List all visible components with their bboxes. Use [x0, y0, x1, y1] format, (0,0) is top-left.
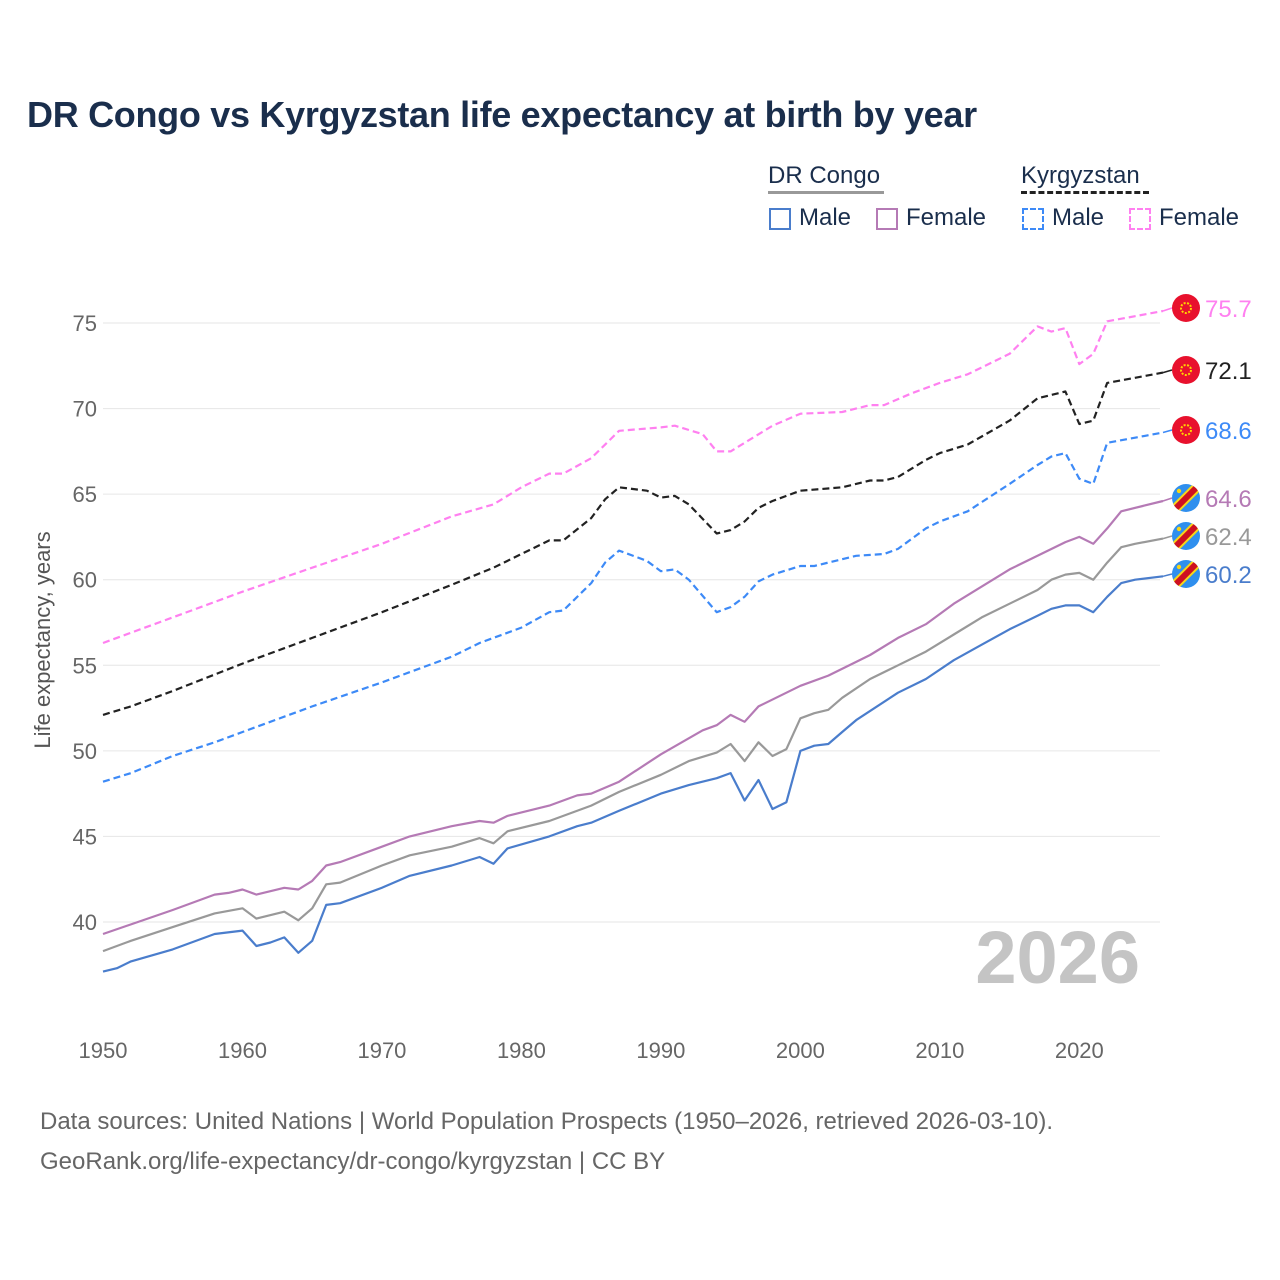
kyrgyzstan-flag-icon [1172, 356, 1200, 384]
end-value-label: 62.4 [1205, 524, 1252, 551]
dr-congo-flag-icon [1172, 522, 1200, 550]
legend-swatch-drc-male [769, 208, 791, 230]
x-tick-label: 2010 [915, 1038, 964, 1063]
end-connector [1162, 307, 1173, 312]
series-line-kyrgyzstan-male [102, 431, 1164, 783]
series-line-dr-congo [102, 537, 1164, 953]
legend-swatch-kgz-male [1022, 208, 1044, 230]
flag-sun [1180, 364, 1192, 376]
y-tick-label: 65 [73, 482, 97, 507]
x-tick-label: 2000 [776, 1038, 825, 1063]
flag-sun [1180, 302, 1192, 314]
flag-background [1172, 356, 1200, 384]
series-line-kyrgyzstan [102, 371, 1164, 716]
legend-kyrgyzstan-line [1021, 191, 1149, 194]
series-line-kyrgyzstan-female [102, 309, 1164, 645]
flag-star [1176, 488, 1182, 494]
y-tick-label: 60 [73, 568, 97, 593]
flag-star [1176, 526, 1182, 532]
chart-title: DR Congo vs Kyrgyzstan life expectancy a… [27, 94, 977, 135]
end-value-label: 64.6 [1205, 486, 1252, 513]
flag-body [1172, 560, 1200, 588]
x-tick-label: 1960 [218, 1038, 267, 1063]
end-value-label: 75.7 [1205, 296, 1252, 323]
year-watermark: 2026 [975, 916, 1140, 999]
end-connector [1162, 573, 1173, 578]
y-tick-label: 70 [73, 397, 97, 422]
series-line-dr-congo-male [102, 575, 1164, 973]
y-tick-label: 75 [73, 311, 97, 336]
legend-label-kgz-male: Male [1052, 204, 1105, 231]
end-value-label: 72.1 [1205, 358, 1252, 385]
x-tick-label: 2020 [1055, 1038, 1104, 1063]
legend-label-kgz-female: Female [1159, 204, 1240, 231]
end-connector [1162, 497, 1173, 502]
flag-background [1172, 416, 1200, 444]
end-value-label: 60.2 [1205, 562, 1252, 589]
source-line-1: Data sources: United Nations | World Pop… [40, 1108, 1054, 1135]
dr-congo-flag-icon [1172, 484, 1200, 512]
y-tick-label: 40 [73, 910, 97, 935]
x-tick-label: 1950 [79, 1038, 128, 1063]
legend-group-dr-congo: DR Congo [768, 162, 881, 189]
end-connector [1162, 535, 1173, 540]
legend-dr-congo-line [768, 191, 884, 194]
y-axis-label: Life expectancy, years [30, 531, 55, 748]
legend-group-kyrgyzstan: Kyrgyzstan [1021, 162, 1140, 189]
legend-swatch-kgz-female [1129, 208, 1151, 230]
y-tick-label: 45 [73, 824, 97, 849]
kyrgyzstan-flag-icon [1172, 416, 1200, 444]
source-line-2: GeoRank.org/life-expectancy/dr-congo/kyr… [40, 1148, 666, 1175]
x-tick-label: 1970 [357, 1038, 406, 1063]
legend-label-drc-male: Male [799, 204, 852, 231]
flag-body [1172, 484, 1200, 512]
y-tick-label: 55 [73, 653, 97, 678]
y-tick-label: 50 [73, 739, 97, 764]
legend-label-drc-female: Female [906, 204, 987, 231]
series-line-dr-congo-female [102, 499, 1164, 936]
end-value-label: 68.6 [1205, 418, 1252, 445]
end-connector [1162, 429, 1173, 434]
flag-sun [1180, 424, 1192, 436]
flag-body [1172, 522, 1200, 550]
dr-congo-flag-icon [1172, 560, 1200, 588]
legend-swatch-drc-female [876, 208, 898, 230]
flag-star [1176, 564, 1182, 570]
end-connector [1162, 369, 1173, 374]
kyrgyzstan-flag-icon [1172, 294, 1200, 322]
x-tick-label: 1980 [497, 1038, 546, 1063]
flag-background [1172, 294, 1200, 322]
x-tick-label: 1990 [636, 1038, 685, 1063]
